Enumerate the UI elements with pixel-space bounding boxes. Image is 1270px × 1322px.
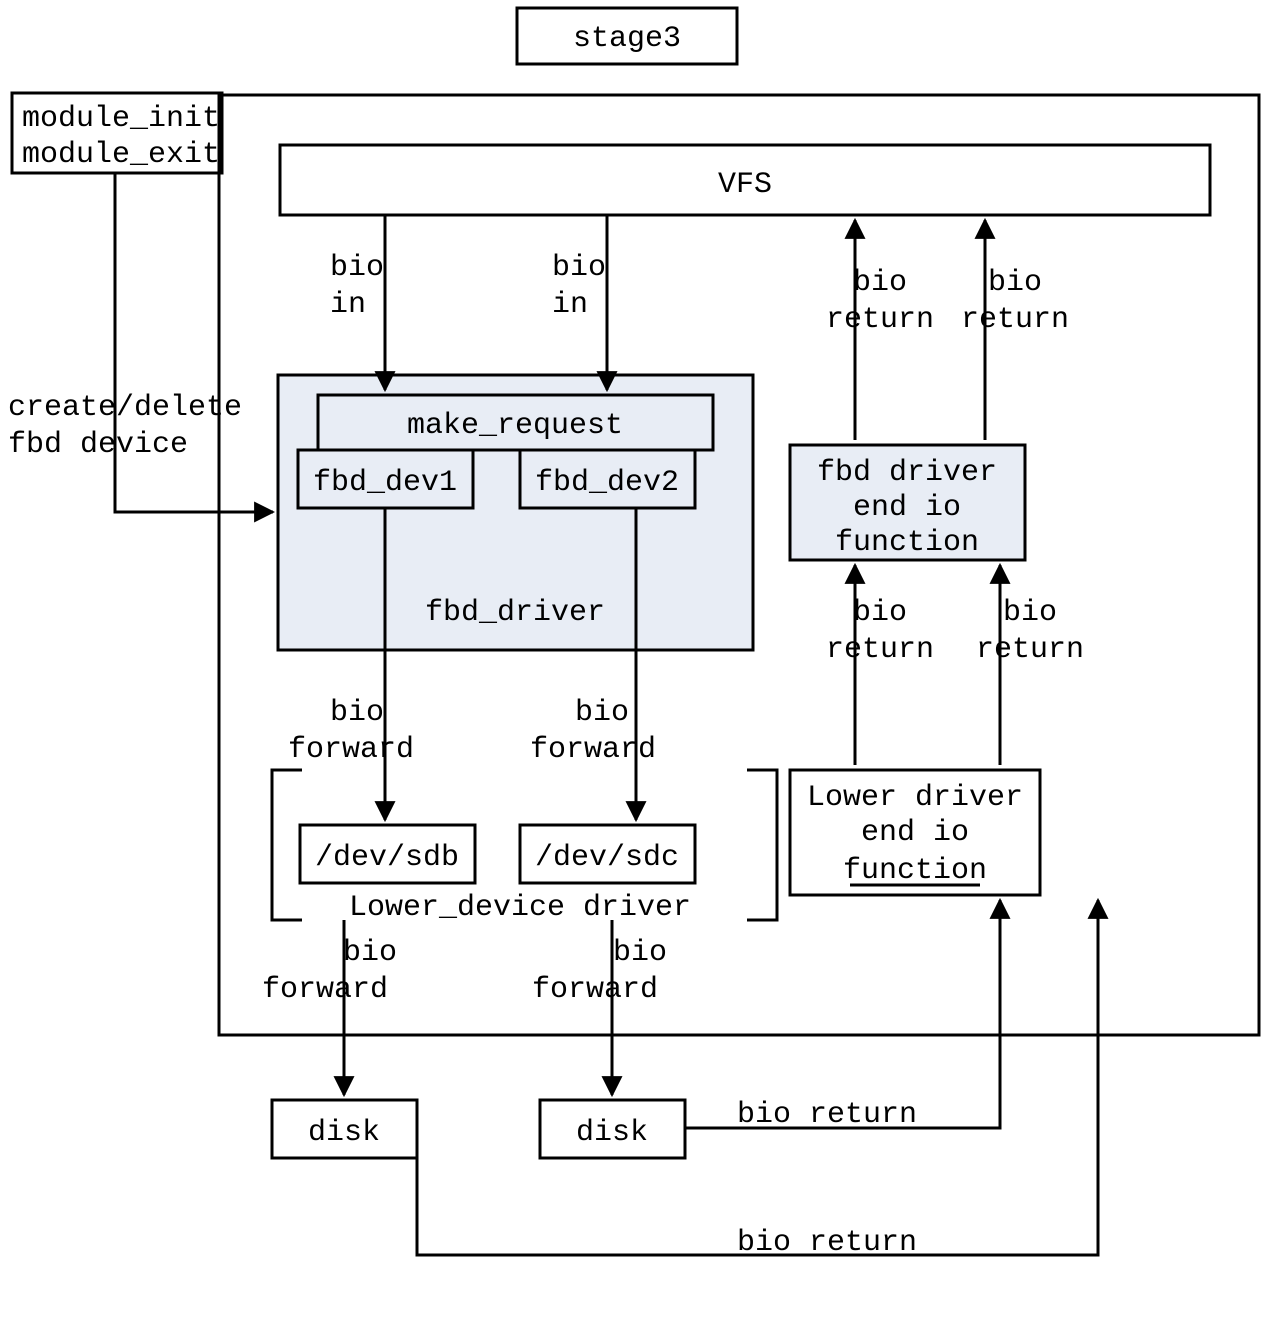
module-exit-label: module_exit xyxy=(22,138,220,172)
bio-ret-3b: return xyxy=(826,633,934,667)
bio-ret-4a: bio xyxy=(1003,596,1057,630)
fbd-endio-l1: fbd driver xyxy=(817,456,997,490)
bio-ret-1a: bio xyxy=(853,266,907,300)
module-init-label: module_init xyxy=(22,102,220,136)
lower-endio-l2: end io xyxy=(861,816,969,850)
bio-in-2b: in xyxy=(552,288,588,322)
bio-fwd-3b: forward xyxy=(262,973,388,1007)
bio-in-1b: in xyxy=(330,288,366,322)
fbd-endio-l3: function xyxy=(835,526,979,560)
fbd-driver-label: fbd_driver xyxy=(425,596,605,630)
bio-ret-h1: bio return xyxy=(737,1098,917,1132)
lower-endio-l3: function xyxy=(843,854,987,888)
lower-endio-l1: Lower driver xyxy=(807,781,1023,815)
bio-ret-3a: bio xyxy=(853,596,907,630)
bio-ret-4b: return xyxy=(976,633,1084,667)
bio-fwd-2b: forward xyxy=(530,733,656,767)
disk1-label: disk xyxy=(308,1116,380,1150)
bio-ret-2b: return xyxy=(961,303,1069,337)
bio-in-2a: bio xyxy=(552,251,606,285)
disk2-label: disk xyxy=(576,1116,648,1150)
dev-sdc-label: /dev/sdc xyxy=(535,841,679,875)
bio-in-1a: bio xyxy=(330,251,384,285)
lower-driver-label: Lower_device driver xyxy=(349,891,691,925)
make-request-label: make_request xyxy=(407,409,623,443)
edge-disk1-lowerendio xyxy=(417,900,1098,1255)
fbd-endio-l2: end io xyxy=(853,491,961,525)
lower-driver-bracket-left xyxy=(272,770,302,920)
create-delete-l2: fbd device xyxy=(8,428,188,462)
bio-ret-2a: bio xyxy=(988,266,1042,300)
lower-driver-bracket-right xyxy=(747,770,777,920)
fbd-dev1-label: fbd_dev1 xyxy=(313,466,457,500)
bio-fwd-2a: bio xyxy=(575,696,629,730)
bio-fwd-4b: forward xyxy=(532,973,658,1007)
bio-fwd-1b: forward xyxy=(288,733,414,767)
bio-ret-h2: bio return xyxy=(737,1226,917,1260)
fbd-dev2-label: fbd_dev2 xyxy=(535,466,679,500)
bio-fwd-4a: bio xyxy=(613,936,667,970)
bio-fwd-1a: bio xyxy=(330,696,384,730)
dev-sdb-label: /dev/sdb xyxy=(315,841,459,875)
vfs-label: VFS xyxy=(718,168,772,202)
bio-fwd-3a: bio xyxy=(343,936,397,970)
create-delete-l1: create/delete xyxy=(8,391,242,425)
stage3-label: stage3 xyxy=(573,22,681,56)
edge-disk2-lowerendio xyxy=(685,900,1000,1128)
bio-ret-1b: return xyxy=(826,303,934,337)
